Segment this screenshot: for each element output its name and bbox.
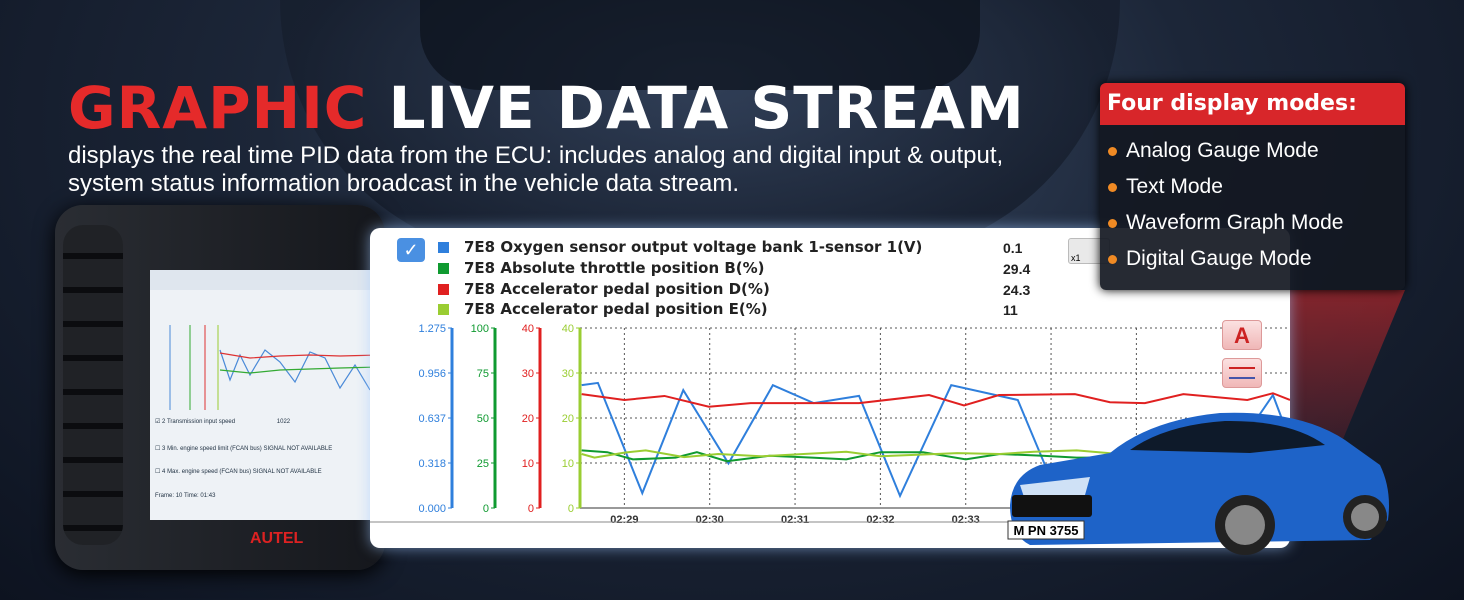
side-mode-buttons: A <box>1222 320 1262 396</box>
license-plate: M PN 3755 <box>1013 523 1078 538</box>
x-tick-label: 02:33 <box>952 514 980 526</box>
legend-value: 29.4 <box>1003 261 1031 277</box>
bullet-icon <box>1108 146 1117 156</box>
x-tick-label: 02:32 <box>866 514 894 526</box>
y-tick-label: 0 <box>483 503 489 515</box>
tablet-row[interactable]: ☐ 4 Max. engine speed (FCAN bus) SIGNAL … <box>155 469 322 475</box>
y-tick-label: 40 <box>522 323 534 335</box>
y-tick-label: 0.637 <box>418 413 446 425</box>
mode-label: Text Mode <box>1126 175 1223 198</box>
bullet-icon <box>1108 218 1117 228</box>
y-tick-label: 0.000 <box>418 503 446 515</box>
tablet-row[interactable]: ☐ 3 Min. engine speed limit (FCAN bus) S… <box>155 446 333 452</box>
graph-mode-button[interactable] <box>1222 358 1262 388</box>
tablet-screen: ☑ 2 Transmission input speed 1022 ☐ 3 Mi… <box>150 270 385 520</box>
mode-item: Digital Gauge Mode <box>1108 241 1405 277</box>
x-tick-label: 02:30 <box>696 514 724 526</box>
blue-car: M PN 3755 <box>1007 412 1389 555</box>
legend-swatch <box>438 263 449 274</box>
mode-label: Analog Gauge Mode <box>1126 139 1319 162</box>
y-tick-label: 20 <box>562 413 574 425</box>
mode-item: Analog Gauge Mode <box>1108 133 1405 169</box>
y-tick-label: 25 <box>477 458 489 470</box>
legend-value: 24.3 <box>1003 282 1031 298</box>
bullet-icon <box>1108 182 1117 192</box>
mode-item: Text Mode <box>1108 169 1405 205</box>
mode-label: Digital Gauge Mode <box>1126 247 1312 270</box>
headline-rest: LIVE DATA STREAM <box>388 74 1025 142</box>
y-tick-label: 40 <box>562 323 574 335</box>
legend-value: 11 <box>1003 302 1018 318</box>
y-tick-label: 100 <box>471 323 489 335</box>
brand-logo: AUTEL <box>250 530 304 547</box>
background-windshield <box>420 0 980 90</box>
legend-item: 7E8 Oxygen sensor output voltage bank 1-… <box>438 238 922 256</box>
display-modes-panel: Four display modes: Analog Gauge Mode Te… <box>1100 83 1405 290</box>
text-mode-button[interactable]: A <box>1222 320 1262 350</box>
legend-swatch <box>438 304 449 315</box>
y-tick-label: 50 <box>477 413 489 425</box>
legend-value: 0.1 <box>1003 240 1023 256</box>
x-tick-label: 02:31 <box>781 514 809 526</box>
mini-graph <box>150 270 385 410</box>
y-tick-label: 10 <box>522 458 534 470</box>
frame-info: Frame: 10 Time: 01:43 <box>155 493 216 499</box>
subtitle: displays the real time PID data from the… <box>68 142 1004 197</box>
y-tick-label: 30 <box>562 368 574 380</box>
mode-item: Waveform Graph Mode <box>1108 205 1405 241</box>
headline: GRAPHIC LIVE DATA STREAM <box>68 74 1025 142</box>
y-tick-label: 10 <box>562 458 574 470</box>
bullet-icon <box>1108 254 1117 264</box>
y-tick-label: 0.318 <box>418 458 446 470</box>
x-tick-label: 02:29 <box>610 514 638 526</box>
mode-label: Waveform Graph Mode <box>1126 211 1344 234</box>
headline-accent: GRAPHIC <box>68 74 368 142</box>
series-line <box>581 392 1290 408</box>
y-tick-label: 0 <box>568 503 574 515</box>
panel-title: Four display modes: <box>1100 83 1405 125</box>
legend-swatch <box>438 284 449 295</box>
y-tick-label: 20 <box>522 413 534 425</box>
waveform-chart: 02:2902:3002:3102:3202:3302:3402:350.000… <box>370 323 1290 526</box>
tablet-row[interactable]: ☑ 2 Transmission input speed 1022 <box>155 419 291 425</box>
select-all-checkbox[interactable]: ✓ <box>397 238 425 262</box>
y-tick-label: 1.275 <box>418 323 446 335</box>
legend-swatch <box>438 242 449 253</box>
rubber-grip <box>63 225 123 545</box>
lines-icon <box>1229 367 1255 379</box>
legend-item: 7E8 Accelerator pedal position D(%) <box>438 280 770 298</box>
y-tick-label: 75 <box>477 368 489 380</box>
legend-item: 7E8 Accelerator pedal position E(%) <box>438 300 768 318</box>
y-tick-label: 0.956 <box>418 368 446 380</box>
y-tick-label: 0 <box>528 503 534 515</box>
y-tick-label: 30 <box>522 368 534 380</box>
legend-item: 7E8 Absolute throttle position B(%) <box>438 259 765 277</box>
